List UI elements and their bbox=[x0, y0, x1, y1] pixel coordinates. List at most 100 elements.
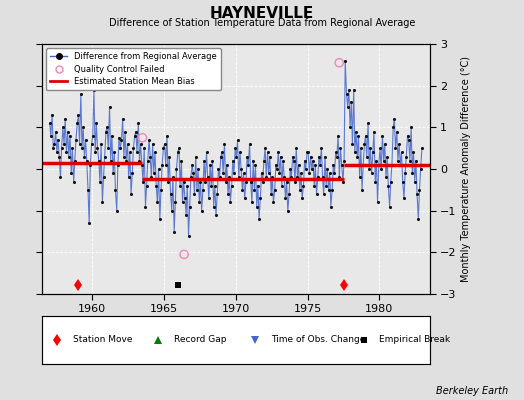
Point bbox=[261, 145, 269, 151]
Point bbox=[311, 162, 320, 168]
Point bbox=[268, 174, 277, 180]
Point bbox=[262, 174, 270, 180]
Point bbox=[416, 187, 424, 193]
Point bbox=[198, 208, 206, 214]
Point bbox=[247, 178, 255, 185]
Point bbox=[347, 99, 355, 106]
Point bbox=[235, 174, 243, 180]
Point bbox=[216, 153, 225, 160]
Text: Time of Obs. Change: Time of Obs. Change bbox=[271, 336, 365, 344]
Point bbox=[382, 174, 390, 180]
Point bbox=[114, 162, 122, 168]
Point bbox=[67, 170, 75, 176]
Point bbox=[372, 158, 380, 164]
Point bbox=[172, 166, 181, 172]
Point bbox=[129, 145, 138, 151]
Point bbox=[219, 170, 227, 176]
Point bbox=[406, 158, 414, 164]
Point bbox=[47, 132, 55, 139]
Point bbox=[226, 199, 235, 206]
Point bbox=[231, 145, 239, 151]
Point bbox=[335, 174, 344, 180]
Text: Record Gap: Record Gap bbox=[174, 336, 226, 344]
Point bbox=[59, 124, 67, 130]
Point bbox=[257, 170, 266, 176]
Point bbox=[138, 134, 147, 141]
Point bbox=[379, 158, 388, 164]
Point bbox=[68, 145, 77, 151]
Point bbox=[383, 153, 391, 160]
Point bbox=[374, 199, 382, 206]
Point bbox=[102, 128, 110, 135]
Point bbox=[88, 141, 96, 147]
Point bbox=[334, 132, 342, 139]
Point bbox=[160, 141, 169, 147]
Point bbox=[398, 178, 407, 185]
Point bbox=[174, 145, 183, 151]
Point bbox=[355, 174, 364, 180]
Point bbox=[100, 174, 108, 180]
Point bbox=[225, 174, 233, 180]
Point bbox=[316, 162, 324, 168]
Point bbox=[119, 153, 128, 160]
Point bbox=[233, 137, 242, 143]
Point bbox=[291, 178, 299, 185]
Point bbox=[178, 199, 187, 206]
Point bbox=[397, 149, 406, 156]
Point bbox=[282, 178, 291, 185]
Point bbox=[337, 162, 346, 168]
Point bbox=[113, 208, 121, 214]
Point bbox=[109, 170, 117, 176]
Point bbox=[330, 170, 339, 176]
Point bbox=[53, 149, 61, 156]
Point bbox=[350, 87, 358, 93]
Point bbox=[339, 178, 347, 185]
Point bbox=[320, 191, 328, 197]
Point bbox=[56, 174, 64, 180]
Point bbox=[128, 170, 136, 176]
Point bbox=[176, 182, 184, 189]
Point bbox=[177, 158, 185, 164]
Point bbox=[66, 132, 74, 139]
Point bbox=[141, 203, 150, 210]
Point bbox=[202, 149, 211, 156]
Point bbox=[147, 174, 156, 180]
Point bbox=[155, 166, 163, 172]
Point bbox=[250, 187, 258, 193]
Point bbox=[143, 182, 151, 189]
Point bbox=[256, 195, 265, 201]
Point bbox=[150, 170, 158, 176]
Point bbox=[171, 199, 180, 206]
Point bbox=[269, 199, 278, 206]
Point bbox=[351, 149, 359, 156]
Point bbox=[290, 158, 298, 164]
Point bbox=[90, 87, 98, 93]
Point bbox=[223, 162, 231, 168]
Point bbox=[145, 137, 153, 143]
Point bbox=[85, 220, 93, 226]
Point bbox=[212, 212, 220, 218]
Point bbox=[167, 191, 175, 197]
Point bbox=[158, 162, 166, 168]
Point bbox=[61, 116, 69, 122]
Point bbox=[326, 203, 335, 210]
Point bbox=[213, 191, 222, 197]
Point bbox=[195, 199, 203, 206]
Point bbox=[352, 128, 360, 135]
Point bbox=[189, 170, 198, 176]
Point bbox=[71, 158, 79, 164]
Point bbox=[107, 132, 116, 139]
Point bbox=[368, 149, 377, 156]
Point bbox=[366, 145, 375, 151]
Point bbox=[180, 178, 188, 185]
Point bbox=[199, 187, 207, 193]
Point bbox=[323, 166, 332, 172]
Point bbox=[152, 182, 160, 189]
Point bbox=[51, 128, 60, 135]
Point bbox=[392, 128, 401, 135]
Point bbox=[317, 145, 325, 151]
Point bbox=[310, 182, 319, 189]
Point bbox=[408, 170, 417, 176]
Point bbox=[70, 178, 78, 185]
Point bbox=[322, 182, 330, 189]
